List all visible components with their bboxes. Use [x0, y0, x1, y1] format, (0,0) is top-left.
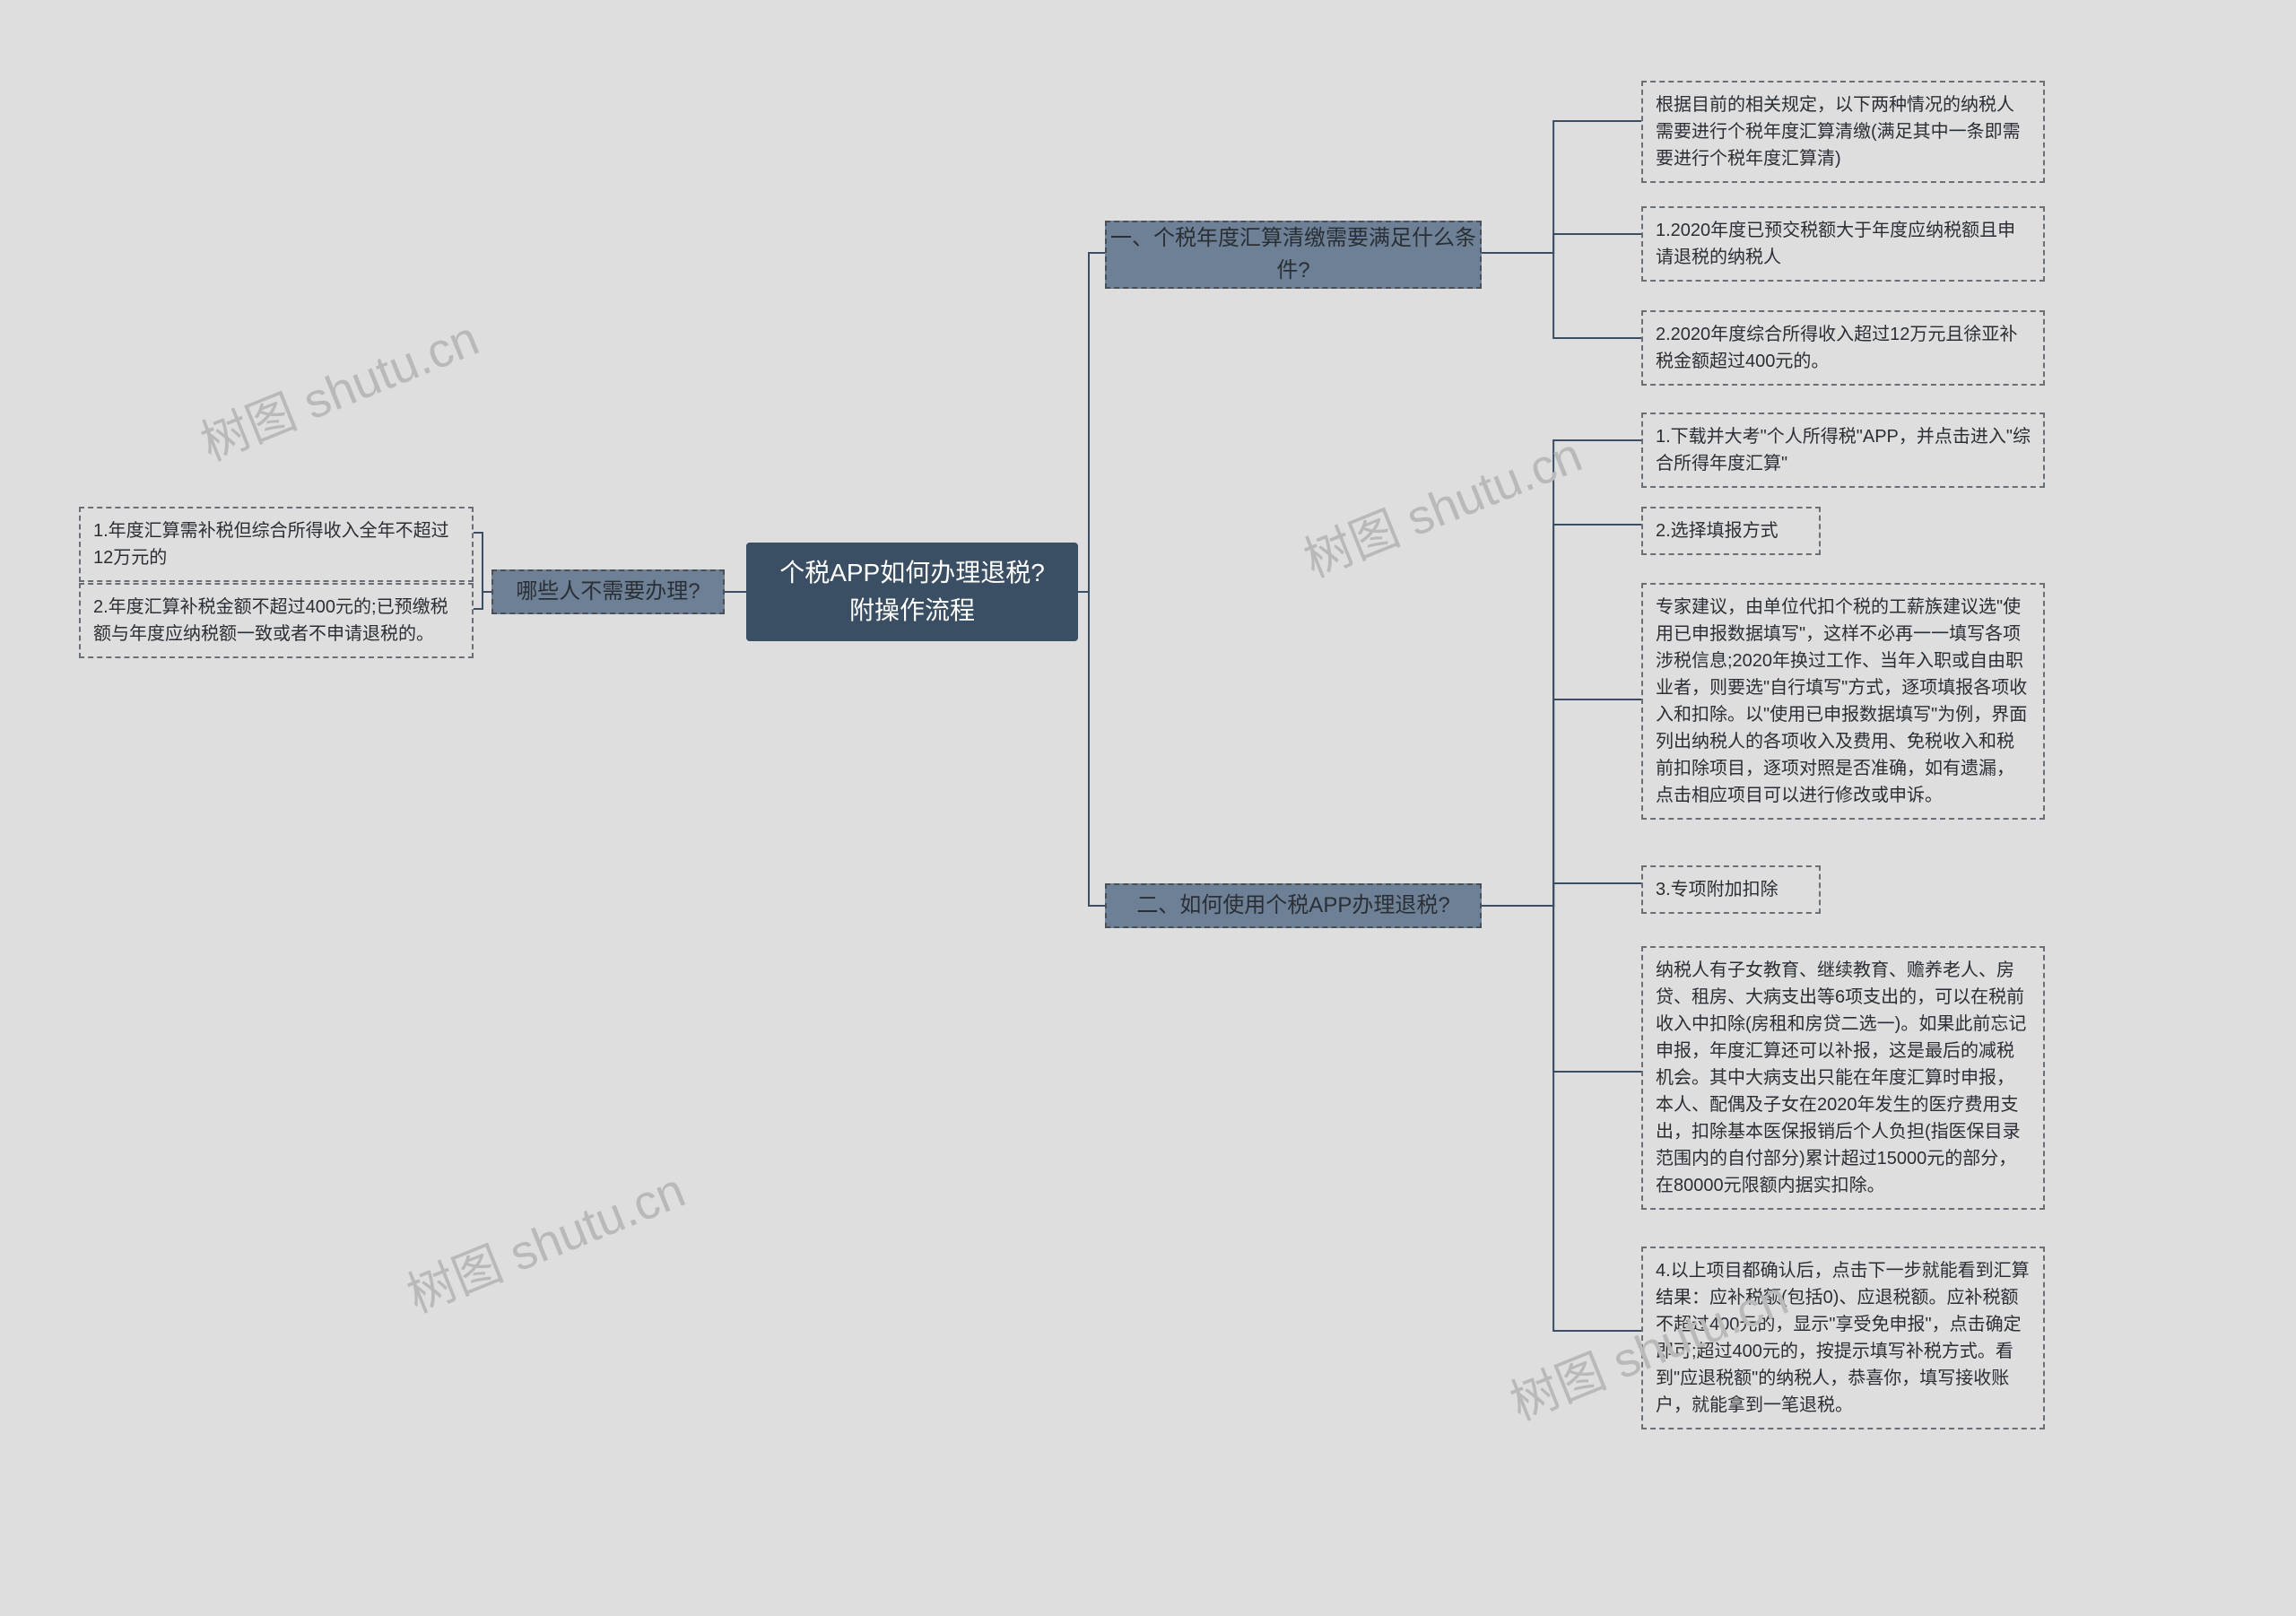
left-leaf-1: 2.年度汇算补税金额不超过400元的;已预缴税额与年度应纳税额一致或者不申请退税…: [79, 583, 474, 658]
right-branch-0-leaf-1: 1.2020年度已预交税额大于年度应纳税额且申请退税的纳税人: [1641, 206, 2045, 282]
right-branch-1-leaf-0-label: 1.下载并大考"个人所得税"APP，并点击进入"综合所得年度汇算": [1656, 423, 2031, 477]
right-branch-1-leaf-3-label: 3.专项附加扣除: [1656, 876, 1779, 903]
right-branch-0-leaf-2: 2.2020年度综合所得收入超过12万元且徐亚补税金额超过400元的。: [1641, 310, 2045, 386]
left-leaf-0: 1.年度汇算需补税但综合所得收入全年不超过12万元的: [79, 507, 474, 582]
right-branch-0-leaf-1-label: 1.2020年度已预交税额大于年度应纳税额且申请退税的纳税人: [1656, 217, 2031, 271]
right-branch-0-leaf-2-label: 2.2020年度综合所得收入超过12万元且徐亚补税金额超过400元的。: [1656, 321, 2031, 375]
right-branch-1-leaf-3: 3.专项附加扣除: [1641, 865, 1821, 914]
right-branch-1-leaf-1: 2.选择填报方式: [1641, 507, 1821, 555]
right-branch-1-leaf-0: 1.下载并大考"个人所得税"APP，并点击进入"综合所得年度汇算": [1641, 413, 2045, 488]
left-branch-node-label: 哪些人不需要办理?: [516, 576, 700, 608]
left-leaf-1-label: 2.年度汇算补税金额不超过400元的;已预缴税额与年度应纳税额一致或者不申请退税…: [93, 594, 459, 647]
right-branch-1: 二、如何使用个税APP办理退税?: [1105, 883, 1482, 928]
right-branch-0-leaf-0: 根据目前的相关规定，以下两种情况的纳税人需要进行个税年度汇算清缴(满足其中一条即…: [1641, 81, 2045, 183]
right-branch-1-leaf-2-label: 专家建议，由单位代扣个税的工薪族建议选"使用已申报数据填写"，这样不必再一一填写…: [1656, 594, 2031, 809]
right-branch-1-leaf-4: 纳税人有子女教育、继续教育、赡养老人、房贷、租房、大病支出等6项支出的，可以在税…: [1641, 946, 2045, 1210]
right-branch-0-leaf-0-label: 根据目前的相关规定，以下两种情况的纳税人需要进行个税年度汇算清缴(满足其中一条即…: [1656, 91, 2031, 172]
right-branch-0: 一、个税年度汇算清缴需要满足什么条件?: [1105, 221, 1482, 289]
root-node: 个税APP如何办理退税? 附操作流程: [746, 543, 1078, 641]
right-branch-1-leaf-5: 4.以上项目都确认后，点击下一步就能看到汇算结果：应补税额(包括0)、应退税额。…: [1641, 1247, 2045, 1429]
right-branch-1-leaf-5-label: 4.以上项目都确认后，点击下一步就能看到汇算结果：应补税额(包括0)、应退税额。…: [1656, 1257, 2031, 1419]
right-branch-1-leaf-2: 专家建议，由单位代扣个税的工薪族建议选"使用已申报数据填写"，这样不必再一一填写…: [1641, 583, 2045, 820]
right-branch-1-leaf-4-label: 纳税人有子女教育、继续教育、赡养老人、房贷、租房、大病支出等6项支出的，可以在税…: [1656, 957, 2031, 1199]
root-node-label: 个税APP如何办理退税? 附操作流程: [779, 554, 1045, 630]
left-leaf-0-label: 1.年度汇算需补税但综合所得收入全年不超过12万元的: [93, 517, 459, 571]
right-branch-1-label: 二、如何使用个税APP办理退税?: [1136, 890, 1449, 922]
right-branch-1-leaf-1-label: 2.选择填报方式: [1656, 517, 1779, 544]
right-branch-0-label: 一、个税年度汇算清缴需要满足什么条件?: [1107, 222, 1480, 287]
left-branch-node: 哪些人不需要办理?: [491, 569, 725, 614]
mindmap-canvas: 个税APP如何办理退税? 附操作流程 哪些人不需要办理? 1.年度汇算需补税但综合所…: [0, 0, 2296, 1616]
